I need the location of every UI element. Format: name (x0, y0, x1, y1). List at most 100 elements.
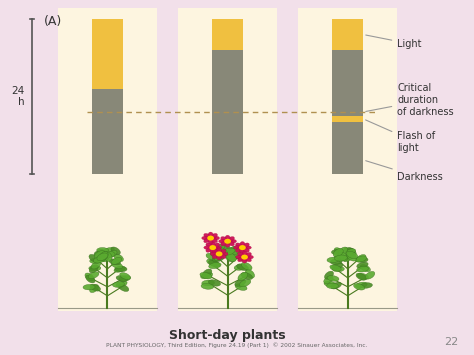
Bar (178, 9, 277, 311)
Ellipse shape (354, 284, 365, 290)
Ellipse shape (219, 249, 226, 254)
Ellipse shape (202, 236, 210, 240)
Ellipse shape (357, 262, 368, 268)
Ellipse shape (237, 257, 244, 262)
Ellipse shape (232, 247, 244, 253)
Ellipse shape (228, 241, 235, 246)
Ellipse shape (214, 246, 222, 250)
Ellipse shape (332, 266, 344, 272)
Ellipse shape (201, 272, 213, 279)
Ellipse shape (244, 246, 251, 250)
Ellipse shape (219, 239, 226, 243)
Ellipse shape (107, 250, 117, 258)
Ellipse shape (94, 251, 105, 258)
Ellipse shape (238, 272, 248, 280)
Ellipse shape (228, 236, 235, 241)
Ellipse shape (90, 258, 102, 263)
Ellipse shape (93, 256, 106, 263)
Ellipse shape (211, 234, 218, 238)
Ellipse shape (89, 272, 99, 279)
Ellipse shape (119, 275, 131, 281)
Ellipse shape (245, 252, 251, 257)
Ellipse shape (243, 247, 249, 252)
Bar (58, 9, 157, 311)
Ellipse shape (243, 243, 249, 248)
Ellipse shape (202, 269, 212, 278)
Ellipse shape (246, 255, 254, 259)
Ellipse shape (360, 264, 371, 272)
Ellipse shape (204, 246, 211, 250)
Ellipse shape (229, 247, 242, 255)
Ellipse shape (111, 257, 122, 264)
Ellipse shape (356, 257, 368, 262)
Ellipse shape (209, 263, 221, 269)
Ellipse shape (356, 255, 366, 262)
Ellipse shape (240, 248, 245, 253)
Ellipse shape (355, 256, 366, 262)
Ellipse shape (240, 241, 245, 247)
Ellipse shape (235, 253, 245, 261)
Text: (A): (A) (44, 16, 62, 28)
Ellipse shape (356, 282, 367, 288)
Ellipse shape (219, 245, 231, 251)
Text: Darkness: Darkness (366, 161, 443, 182)
Ellipse shape (209, 280, 220, 286)
Ellipse shape (231, 246, 244, 251)
Bar (332, 122, 363, 174)
Ellipse shape (212, 249, 219, 254)
Ellipse shape (236, 247, 242, 252)
Ellipse shape (220, 252, 228, 256)
Ellipse shape (85, 273, 94, 281)
Bar (212, 19, 243, 50)
Ellipse shape (214, 251, 224, 261)
Ellipse shape (89, 266, 101, 271)
Ellipse shape (213, 247, 219, 252)
Ellipse shape (237, 252, 244, 257)
Ellipse shape (242, 257, 247, 263)
Text: 24
h: 24 h (12, 86, 25, 107)
Ellipse shape (211, 238, 218, 243)
Ellipse shape (83, 284, 95, 290)
Ellipse shape (202, 280, 215, 286)
Circle shape (207, 236, 214, 241)
Text: 22: 22 (444, 337, 458, 346)
Ellipse shape (330, 265, 341, 271)
Ellipse shape (208, 239, 213, 244)
Text: Critical
duration
of darkness: Critical duration of darkness (366, 83, 454, 116)
Ellipse shape (357, 273, 368, 279)
Ellipse shape (99, 252, 108, 261)
Ellipse shape (360, 283, 373, 288)
Bar (92, 19, 123, 89)
Ellipse shape (102, 251, 115, 257)
Ellipse shape (115, 266, 127, 272)
Ellipse shape (113, 282, 125, 287)
Ellipse shape (235, 279, 246, 286)
Ellipse shape (97, 247, 109, 253)
Ellipse shape (236, 243, 242, 248)
Ellipse shape (241, 273, 253, 280)
Ellipse shape (237, 264, 248, 271)
Ellipse shape (206, 253, 218, 260)
Bar (92, 89, 123, 174)
Ellipse shape (207, 259, 218, 266)
Ellipse shape (331, 249, 344, 255)
Ellipse shape (201, 283, 214, 289)
Ellipse shape (217, 254, 222, 260)
Ellipse shape (109, 259, 120, 265)
Bar (332, 50, 363, 116)
Ellipse shape (210, 248, 215, 253)
Bar (298, 9, 397, 311)
Circle shape (239, 245, 246, 250)
Ellipse shape (221, 236, 227, 241)
Ellipse shape (212, 236, 219, 240)
Ellipse shape (208, 232, 213, 238)
Ellipse shape (215, 244, 225, 252)
Ellipse shape (114, 254, 123, 262)
Ellipse shape (200, 272, 212, 279)
Ellipse shape (324, 276, 333, 284)
Ellipse shape (97, 253, 108, 261)
Ellipse shape (97, 255, 107, 262)
Ellipse shape (118, 284, 129, 291)
Ellipse shape (229, 239, 237, 243)
Ellipse shape (338, 247, 347, 255)
